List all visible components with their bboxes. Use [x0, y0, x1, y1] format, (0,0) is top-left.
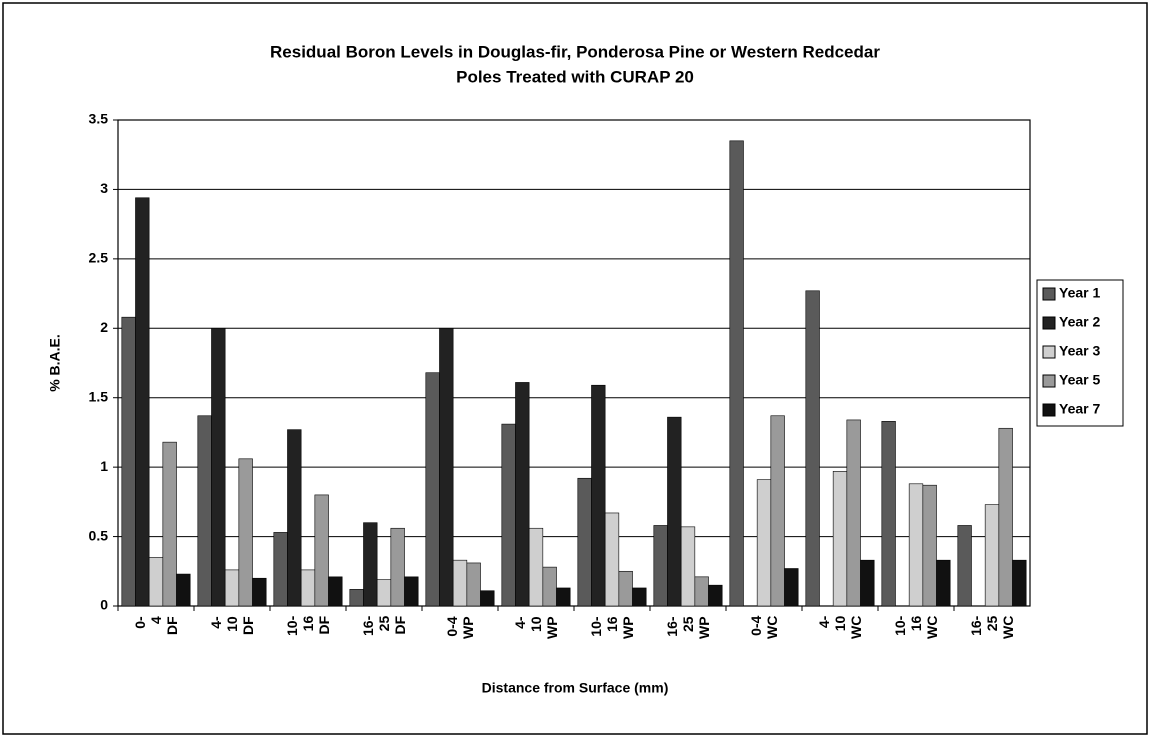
bar — [515, 382, 530, 607]
bar — [328, 576, 343, 607]
y-tick-label: 1.5 — [89, 388, 109, 404]
bar — [998, 427, 1013, 607]
x-tick-label: 16-25 DF — [360, 615, 408, 636]
bar — [591, 384, 606, 607]
bar — [708, 584, 723, 607]
x-tick-label: 4-10 WP — [512, 616, 560, 639]
bar — [528, 527, 544, 607]
bar — [984, 504, 1000, 607]
bar — [197, 415, 212, 607]
bar — [556, 587, 571, 607]
bar — [121, 316, 136, 607]
bar — [252, 577, 267, 607]
bar — [425, 372, 440, 607]
chart-title: Poles Treated with CURAP 20 — [456, 67, 694, 86]
y-tick-label: 1 — [100, 458, 108, 474]
y-tick-label: 2.5 — [89, 250, 109, 266]
legend-swatch — [1042, 287, 1056, 301]
bar — [363, 522, 378, 607]
legend-label: Year 3 — [1059, 343, 1100, 359]
bar — [349, 589, 364, 607]
bar — [770, 415, 785, 607]
x-tick-label: 0-4 DF — [132, 616, 180, 635]
bar — [922, 484, 937, 607]
legend-swatch — [1042, 345, 1056, 359]
x-tick-label: 0-4 WC — [748, 615, 780, 639]
bar — [287, 429, 302, 607]
bar — [936, 559, 951, 607]
y-tick-label: 0.5 — [89, 527, 109, 543]
bar — [957, 525, 972, 607]
plot-area — [117, 119, 1031, 607]
legend-swatch — [1042, 316, 1056, 330]
x-tick-label: 16-25 WP — [664, 616, 712, 639]
bar — [881, 421, 896, 607]
bar — [224, 569, 240, 607]
legend-label: Year 2 — [1059, 314, 1100, 330]
bar — [273, 532, 288, 607]
legend-swatch — [1042, 403, 1056, 417]
bar — [860, 559, 875, 607]
bar — [756, 479, 772, 607]
bar — [667, 416, 682, 607]
x-tick-label: 10-16 WC — [892, 615, 940, 639]
y-tick-label: 2 — [100, 319, 108, 335]
bar — [501, 423, 516, 607]
y-tick-label: 3.5 — [89, 111, 109, 127]
bar — [300, 569, 316, 607]
bar — [314, 494, 329, 607]
bar — [618, 570, 633, 607]
chart-title: Residual Boron Levels in Douglas-fir, Po… — [270, 42, 880, 61]
x-tick-label: 4-10 WC — [816, 615, 864, 639]
x-tick-label: 10-16 DF — [284, 615, 332, 636]
bar — [439, 327, 454, 607]
legend-label: Year 5 — [1059, 372, 1100, 388]
bar — [680, 526, 696, 607]
bar — [376, 579, 392, 607]
y-tick-label: 3 — [100, 180, 108, 196]
bar — [694, 576, 709, 607]
legend-swatch — [1042, 374, 1056, 388]
bar — [211, 327, 226, 607]
bar — [148, 557, 164, 607]
bar — [238, 458, 253, 607]
x-axis-label: Distance from Surface (mm) — [482, 680, 669, 696]
bar — [1012, 559, 1027, 607]
bar — [135, 197, 150, 607]
legend-label: Year 1 — [1059, 285, 1100, 301]
bar — [846, 419, 861, 607]
bar — [653, 525, 668, 607]
bar — [466, 562, 481, 607]
x-tick-label: 4-10 DF — [208, 616, 256, 635]
bar — [162, 441, 177, 607]
bar — [404, 576, 419, 607]
y-axis-label: % B.A.E. — [47, 334, 63, 392]
bar — [452, 559, 468, 607]
x-tick-label: 10-16 WP — [588, 616, 636, 639]
bar — [784, 568, 799, 607]
x-tick-label: 16-25 WC — [968, 615, 1016, 639]
bar — [832, 471, 848, 607]
bar — [390, 527, 405, 607]
bar — [480, 590, 495, 607]
bar — [542, 566, 557, 607]
bar — [729, 140, 744, 607]
bar — [632, 587, 647, 607]
bar — [805, 290, 820, 607]
bar — [908, 483, 924, 607]
bar — [176, 573, 191, 607]
y-tick-label: 0 — [100, 597, 108, 613]
bar — [577, 477, 592, 607]
bar — [604, 512, 620, 607]
legend-label: Year 7 — [1059, 401, 1100, 417]
x-tick-label: 0-4 WP — [444, 616, 476, 639]
